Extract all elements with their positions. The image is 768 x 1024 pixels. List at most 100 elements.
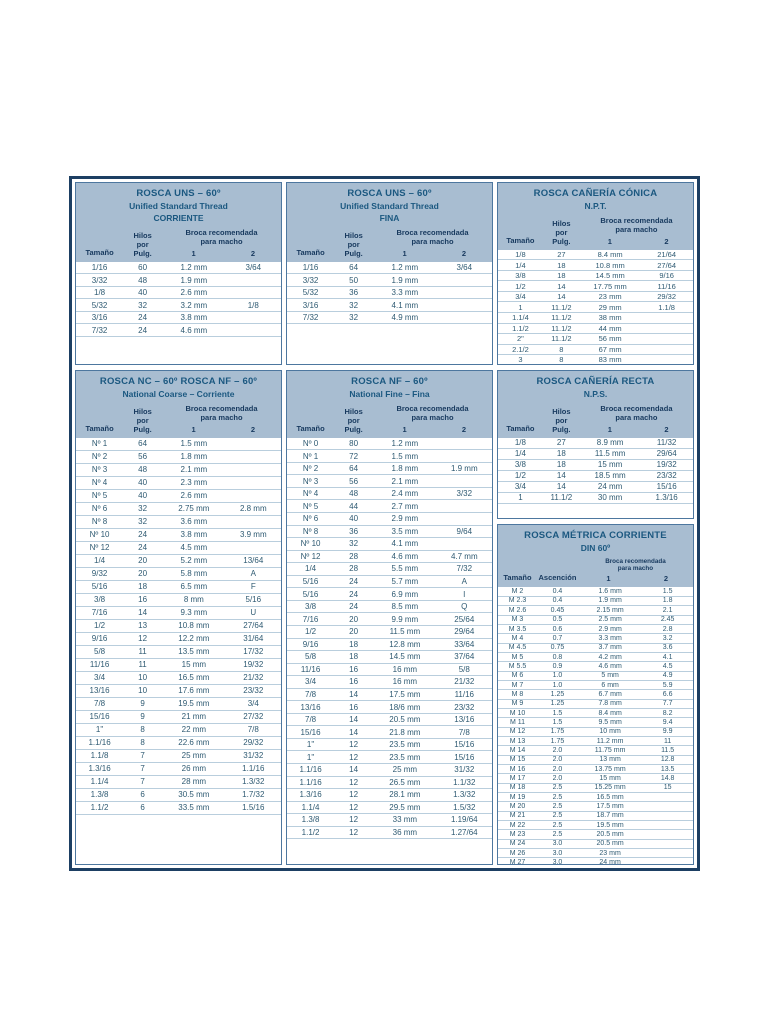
table-row: 1" 12 23.5 mm 15/16: [287, 739, 492, 752]
table-cell: 3/64: [245, 263, 262, 272]
table-body: Nº 0 80 1.2 mm Nº 1 72 1.5 mm Nº 2 64 1.8 mm 1.9 …: [287, 437, 492, 864]
table-row: M 22 2.5 19.5 mm: [498, 821, 693, 831]
table-row: Nº 10 32 4.1 mm: [287, 538, 492, 551]
table-cell: 40: [138, 288, 148, 297]
table-cell: 27/64: [657, 260, 677, 270]
table-cell: 2.1 mm: [391, 476, 419, 486]
table-title-line: National Coarse – Corriente: [122, 389, 235, 399]
table-cell: 29.5 mm: [389, 802, 421, 812]
table-cell: 8 mm: [183, 595, 204, 605]
table-cell: 15.25 mm: [594, 784, 626, 792]
col-header-1: 1: [402, 424, 407, 434]
table-row: 3/32 50 1.9 mm: [287, 274, 492, 287]
table-cell: 67 mm: [598, 344, 622, 354]
table-cell: 27/64: [243, 621, 264, 631]
table-cell: 48: [138, 465, 148, 475]
table-cell: I: [463, 589, 466, 599]
table-cell: 6.5 mm: [180, 582, 208, 592]
col-header-1: 1: [607, 236, 612, 246]
table-cell: 23/32: [454, 702, 475, 712]
table-cell: 20: [138, 556, 148, 566]
table-cell: 8.4 mm: [598, 709, 622, 717]
table-row: Nº 12 28 4.6 mm 4.7 mm: [287, 551, 492, 564]
table-cell: 23/32: [656, 471, 677, 481]
table-cell: M 26: [509, 849, 526, 857]
table-row: 1/2 13 10.8 mm 27/64: [76, 620, 281, 633]
table-cell: 2.0: [552, 765, 563, 773]
table-cell: 7/8: [247, 725, 259, 735]
table-cell: 50: [349, 275, 359, 285]
column-left: ROSCA UNS – 60º Unified Standard Thread …: [75, 182, 282, 865]
table-cell: 3.5 mm: [391, 526, 419, 536]
table-cell: M 17: [509, 775, 526, 783]
table-cell: 12: [138, 634, 148, 644]
table-cell: M 18: [509, 784, 526, 792]
table-cell: 17.5 mm: [596, 803, 624, 811]
table-cell: 36: [349, 288, 359, 297]
table-cell: 20.5 mm: [389, 715, 421, 725]
table-row: Nº 5 40 2.6 mm: [76, 490, 281, 503]
table-cell: 5 mm: [601, 672, 619, 680]
table-row: 1.1/2 6 33.5 mm 1.5/16: [76, 802, 281, 815]
table-cell: 23.5 mm: [389, 740, 421, 750]
table-row: M 5.5 0.9 4.6 mm 4.5: [498, 662, 693, 672]
table-cell: 2.9 mm: [391, 514, 419, 524]
table-cell: 56: [138, 452, 148, 462]
table-cell: 2.5: [552, 821, 563, 829]
table-cell: 3/32: [302, 275, 319, 285]
table-row: 1.1/16 12 26.5 mm 1.1/32: [287, 777, 492, 790]
table-cell: 24: [138, 325, 148, 335]
table-cell: 4.6 mm: [598, 662, 622, 670]
table-cell: 1.5: [662, 588, 673, 596]
table-cell: 2.5: [552, 784, 563, 792]
table-cell: 64: [138, 439, 148, 449]
col-header-1: 1: [606, 574, 611, 584]
table-cell: 11.1/2: [551, 323, 572, 333]
table-row: 7/32 32 4.9 mm: [287, 312, 492, 325]
table-cell: 2.0: [552, 775, 563, 783]
col-header-broca: Broca recomendada para macho 1 2: [162, 228, 281, 258]
col-header-2: 2: [250, 424, 256, 434]
table-row: Nº 8 32 3.6 mm: [76, 516, 281, 529]
table-cell: 19/32: [656, 460, 677, 470]
table-cell: 1/16: [302, 263, 319, 272]
table-row: 3/8 18 14.5 mm 9/16: [498, 271, 693, 282]
table-row: 1/16 60 1.2 mm 3/64: [76, 262, 281, 275]
table-cell: 24: [349, 577, 359, 587]
table-cell: 21/32: [243, 673, 264, 683]
table-cell: 11.5 mm: [594, 449, 626, 459]
table-cell: 2.5: [552, 803, 563, 811]
table-row: 3 8 83 mm: [498, 355, 693, 364]
table-row: 1.3/8 12 33 mm 1.19/64: [287, 814, 492, 827]
table-cell: 1.1/4: [512, 313, 529, 323]
table-cell: 6 mm: [601, 681, 619, 689]
col-header-hilos: Hilos por Pulg.: [344, 406, 363, 434]
table-cell: 21 mm: [181, 712, 207, 722]
col-header-1: 1: [607, 424, 612, 434]
table-row: 5/32 32 3.2 mm 1/8: [76, 299, 281, 312]
table-row: M 26 3.0 23 mm: [498, 849, 693, 859]
table-cell: 1.5: [552, 709, 563, 717]
table-cell: 3/64: [456, 263, 473, 272]
table-cell: 9.3 mm: [180, 608, 208, 618]
table-cell: 6.7 mm: [598, 690, 622, 698]
table-cell: 18: [349, 639, 359, 649]
table-row: Nº 8 36 3.5 mm 9/64: [287, 526, 492, 539]
table-cell: 27: [556, 438, 566, 448]
table-title-line: ROSCA CAÑERÍA CÓNICA: [533, 188, 658, 199]
table-cell: 5.5 mm: [391, 564, 419, 574]
table-cell: 12.2 mm: [178, 634, 210, 644]
table-cell: 5/16: [302, 577, 319, 587]
table-cell: 1/2: [515, 281, 526, 291]
table-row: 1/2 14 17.75 mm 11/16: [498, 281, 693, 292]
table-cell: 21/64: [657, 250, 677, 260]
table-cell: 3/4: [305, 677, 317, 687]
table-cell: 1.6 mm: [598, 588, 622, 596]
table-cell: 13 mm: [599, 756, 621, 764]
table-row: M 7 1.0 6 mm 5.9: [498, 681, 693, 691]
table-cell: M 3: [511, 616, 524, 624]
table-cell: 14: [349, 715, 359, 725]
table-cell: 2.6 mm: [180, 288, 208, 297]
table-cell: 5/8: [305, 652, 317, 662]
col-header-tamano: Tamaño: [503, 573, 532, 583]
